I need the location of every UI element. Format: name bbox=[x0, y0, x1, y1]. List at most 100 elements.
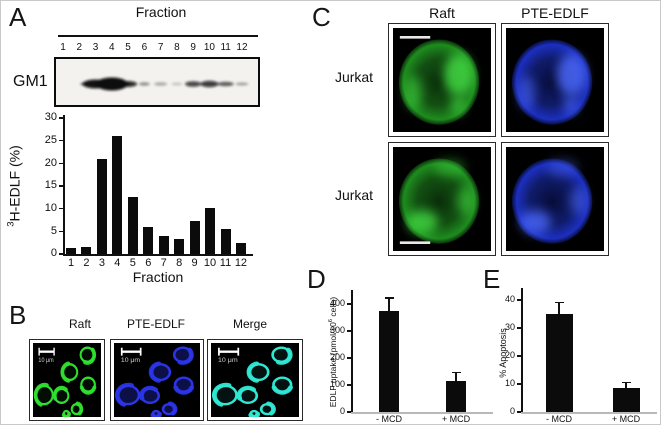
panel-d-label: D bbox=[307, 264, 326, 294]
jurkat-pte-image-row1 bbox=[501, 23, 609, 137]
y-tick-mark bbox=[59, 162, 63, 165]
y-tick-label: 300 bbox=[329, 325, 345, 336]
x-tick-label: - MCD bbox=[376, 414, 402, 424]
bar bbox=[189, 220, 200, 254]
error-bar-cap bbox=[451, 371, 461, 374]
panel-c-header-pte: PTE-EDLF bbox=[521, 5, 589, 21]
bar bbox=[220, 228, 231, 254]
y-tick-mark bbox=[59, 117, 63, 119]
y-tick-mark bbox=[517, 299, 521, 301]
x-axis bbox=[351, 412, 493, 414]
jurkat-pte-image-row2 bbox=[501, 142, 609, 256]
jurkat-row1-label: Jurkat bbox=[334, 69, 374, 85]
chart-a-x-axis-label: Fraction bbox=[132, 269, 184, 285]
x-tick-label: + MCD bbox=[611, 414, 641, 424]
bar bbox=[158, 236, 169, 254]
panel-c-label: C bbox=[312, 2, 331, 32]
panel-c-header-raft: Raft bbox=[429, 5, 455, 21]
x-tick-label: 4 bbox=[114, 257, 121, 269]
bar bbox=[205, 207, 216, 254]
blot-lane-number: 9 bbox=[190, 42, 196, 53]
x-tick-label: 10 bbox=[203, 257, 217, 269]
y-tick-label: 0 bbox=[509, 406, 515, 417]
y-tick-mark bbox=[347, 357, 351, 359]
blot-lane-number: 12 bbox=[236, 42, 248, 53]
error-bar bbox=[625, 382, 627, 389]
bar bbox=[143, 226, 154, 254]
panel-b-header-pte: PTE-EDLF bbox=[126, 317, 186, 331]
jurkat-row2-label: Jurkat bbox=[334, 187, 374, 203]
jurkat-raft-image-row2 bbox=[388, 142, 496, 256]
y-tick-label: 25 bbox=[44, 133, 57, 146]
y-tick-label: 30 bbox=[504, 322, 515, 333]
x-tick-label: 8 bbox=[176, 257, 183, 269]
blot-lane-number: 2 bbox=[76, 42, 83, 53]
gm1-row-label: GM1 bbox=[13, 73, 48, 90]
y-tick-mark bbox=[347, 411, 351, 413]
y-tick-label: 40 bbox=[504, 294, 515, 305]
bar bbox=[379, 310, 399, 412]
blot-lane-number: 10 bbox=[203, 42, 215, 53]
x-axis bbox=[63, 254, 253, 256]
y-tick-label: 15 bbox=[44, 179, 57, 192]
bar bbox=[235, 243, 246, 254]
panel-b-header-merge: Merge bbox=[232, 317, 268, 331]
error-bar bbox=[558, 302, 560, 314]
gm1-bands-graphic bbox=[80, 77, 249, 91]
bar bbox=[174, 239, 185, 254]
merge-microscopy-image: 10 μm bbox=[207, 339, 303, 421]
y-tick-mark bbox=[347, 303, 351, 305]
y-tick-label: 100 bbox=[329, 379, 345, 390]
y-tick-label: 400 bbox=[329, 298, 345, 309]
bar bbox=[66, 248, 76, 254]
y-tick-label: 0 bbox=[339, 406, 345, 417]
bar bbox=[112, 136, 123, 254]
x-tick-label: 3 bbox=[98, 257, 105, 269]
y-tick-label: 10 bbox=[44, 201, 57, 214]
y-tick-label: 5 bbox=[50, 224, 57, 237]
blot-fraction-title: Fraction bbox=[135, 4, 187, 20]
chart-e-y-axis-label: % Apoptosis bbox=[498, 328, 508, 378]
x-tick-label: 7 bbox=[160, 257, 167, 269]
blot-lane-number: 3 bbox=[92, 42, 99, 53]
y-tick-mark bbox=[517, 355, 521, 357]
fraction-overline bbox=[58, 35, 258, 37]
panel-e-label: E bbox=[483, 264, 501, 294]
bar bbox=[127, 197, 138, 254]
panel-a-label: A bbox=[9, 2, 27, 32]
x-axis bbox=[521, 412, 657, 414]
blot-lane-number: 6 bbox=[141, 42, 148, 53]
y-tick-mark bbox=[59, 253, 63, 255]
y-axis bbox=[63, 115, 65, 255]
y-tick-mark bbox=[347, 330, 351, 332]
svg-text:10 μm: 10 μm bbox=[121, 357, 141, 364]
error-bar bbox=[455, 372, 457, 381]
x-tick-label: 5 bbox=[129, 257, 136, 269]
x-tick-label: - MCD bbox=[546, 414, 572, 424]
x-tick-label: 9 bbox=[191, 257, 198, 269]
y-axis bbox=[521, 288, 523, 413]
y-tick-mark bbox=[59, 139, 63, 142]
jurkat-raft-image-row1 bbox=[388, 23, 496, 137]
blot-lane-number: 1 bbox=[60, 42, 66, 53]
x-tick-label: + MCD bbox=[441, 414, 471, 424]
y-tick-mark bbox=[59, 207, 63, 210]
error-bar-cap bbox=[554, 302, 564, 304]
y-tick-mark bbox=[59, 230, 63, 233]
y-tick-label: 10 bbox=[504, 378, 515, 389]
scale-bar: 10 μm bbox=[218, 347, 240, 364]
blot-lane-number: 5 bbox=[125, 42, 131, 53]
panel-b-label: B bbox=[9, 300, 27, 330]
raft-microscopy-image: 10 μm bbox=[29, 339, 105, 421]
y-tick-label: 0 bbox=[50, 247, 57, 260]
panel-b-header-raft: Raft bbox=[68, 317, 92, 331]
blot-lane-number: 11 bbox=[220, 42, 231, 53]
y-tick-mark bbox=[517, 383, 521, 385]
bar bbox=[81, 247, 92, 254]
y-tick-mark bbox=[59, 185, 63, 187]
y-tick-mark bbox=[347, 384, 351, 386]
error-bar-cap bbox=[384, 297, 394, 299]
